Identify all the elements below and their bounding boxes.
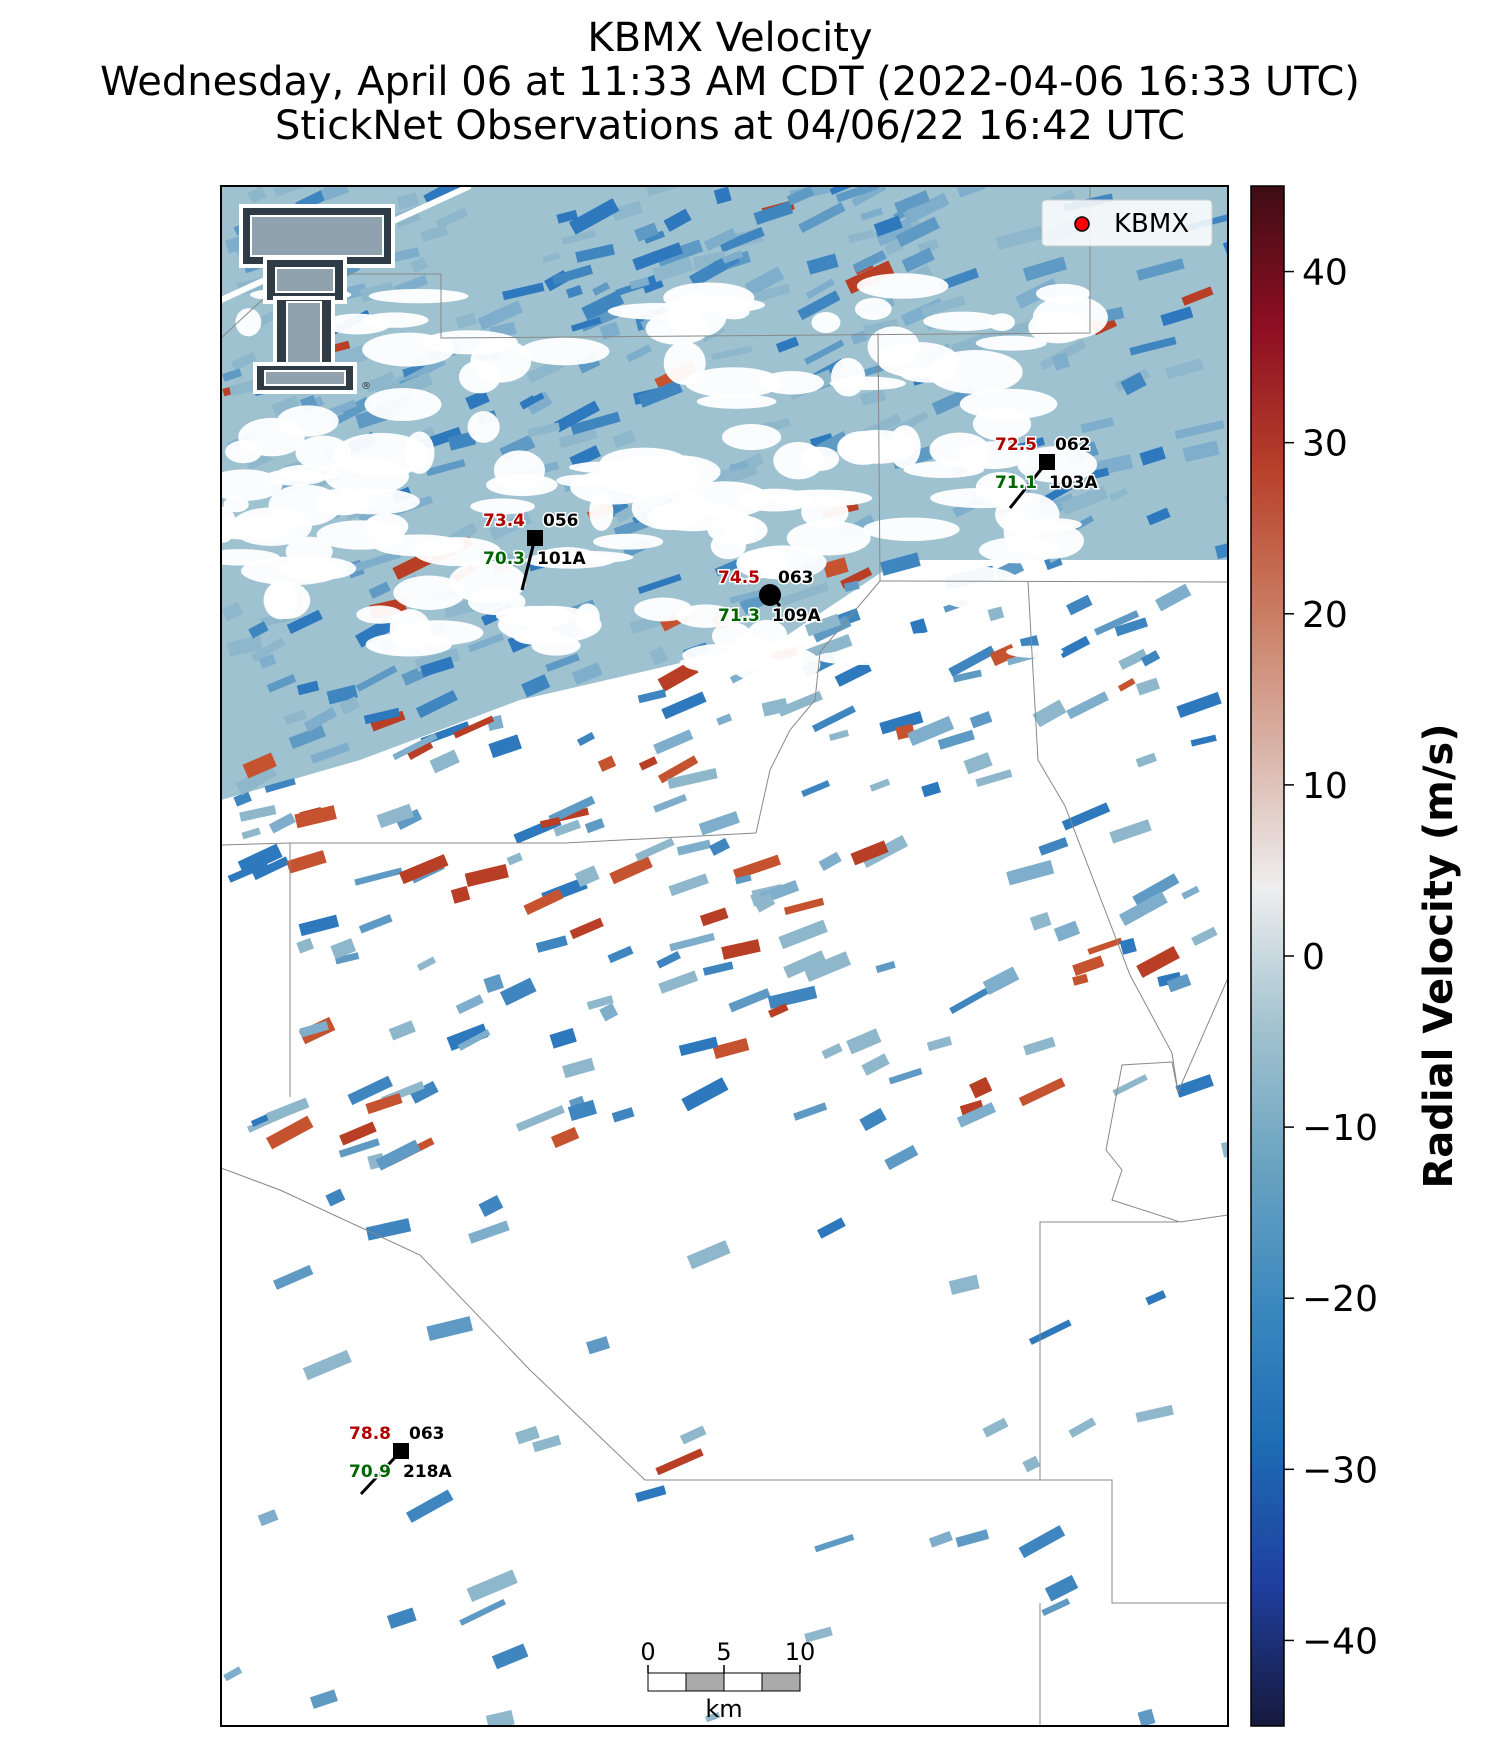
map-panel[interactable]: 73.4 056 70.3 101A 74.5 063 71.3 109A 72.5 062 71.…: [200, 173, 1270, 1730]
legend: KBMX: [1041, 199, 1213, 247]
temperature-label: 78.8: [349, 1424, 391, 1444]
temperature-label: 74.5: [718, 568, 760, 588]
pressure-label: 063: [409, 1424, 445, 1444]
title-timestamp: Wednesday, April 06 at 11:33 AM CDT (202…: [100, 59, 1360, 105]
station-id-label: 109A: [772, 606, 821, 626]
dewpoint-label: 70.9: [349, 1462, 391, 1482]
dewpoint-label: 71.3: [718, 606, 760, 626]
stations-layer: 73.4 056 70.3 101A 74.5 063 71.3 109A 72.5 062 71.…: [348, 434, 1100, 1496]
station-218a[interactable]: 78.8 063 70.9 218A: [348, 1423, 454, 1496]
velocity-field: [221, 186, 1228, 1726]
legend-marker: [1074, 216, 1090, 232]
colorbar-tick-label: 20: [1302, 595, 1348, 636]
station-103a[interactable]: 72.5 062 71.1 103A: [994, 434, 1100, 509]
colorbar-tick-label: −20: [1302, 1279, 1378, 1320]
pressure-label: 062: [1055, 435, 1091, 455]
dewpoint-label: 70.3: [483, 549, 525, 569]
colorbar-tick-label: 10: [1302, 766, 1348, 807]
colorbar-tick-label: 40: [1302, 253, 1348, 294]
dewpoint-label: 71.1: [995, 473, 1037, 493]
title-radar: KBMX Velocity: [587, 15, 873, 61]
station-id-label: 103A: [1049, 473, 1098, 493]
station-101a[interactable]: 73.4 056 70.3 101A: [482, 510, 588, 591]
colorbar-tick-label: 0: [1302, 937, 1325, 978]
temperature-label: 72.5: [995, 435, 1037, 455]
wind-barb: [520, 537, 537, 591]
colorbar: 40 30 20 10 0 −10 −20 −30 −40 Radial Velocity (m…: [1250, 185, 1462, 1727]
temperature-label: 73.4: [483, 511, 525, 531]
title-sticknet: StickNet Observations at 04/06/22 16:42 …: [275, 103, 1185, 149]
pressure-label: 056: [543, 511, 579, 531]
colorbar-fill: [1250, 185, 1285, 1727]
registered-mark: ®: [361, 381, 371, 392]
scale-tick-5: 5: [716, 1638, 731, 1666]
scale-tick-0: 0: [640, 1638, 655, 1666]
colorbar-tick-label: −30: [1302, 1450, 1378, 1491]
radar-site-marker: [759, 584, 781, 606]
texas-tech-logo: ®: [239, 204, 395, 394]
station-109a[interactable]: 74.5 063 71.3 109A: [717, 567, 823, 628]
colorbar-tick-label: −40: [1302, 1621, 1378, 1662]
colorbar-tick-label: −10: [1302, 1108, 1378, 1149]
colorbar-tick-label: 30: [1302, 424, 1348, 465]
scale-unit: km: [705, 1695, 742, 1723]
station-id-label: 218A: [403, 1462, 452, 1482]
scale-tick-10: 10: [785, 1638, 816, 1666]
colorbar-ticks: 40 30 20 10 0 −10 −20 −30 −40: [1284, 253, 1378, 1662]
station-marker: [1039, 454, 1055, 470]
legend-label: KBMX: [1114, 209, 1189, 239]
colorbar-label: Radial Velocity (m/s): [1416, 723, 1462, 1188]
station-id-label: 101A: [537, 549, 586, 569]
scale-bar: 0 5 10 km: [640, 1638, 815, 1723]
station-marker: [393, 1443, 409, 1459]
station-marker: [527, 530, 543, 546]
pressure-label: 063: [778, 568, 814, 588]
